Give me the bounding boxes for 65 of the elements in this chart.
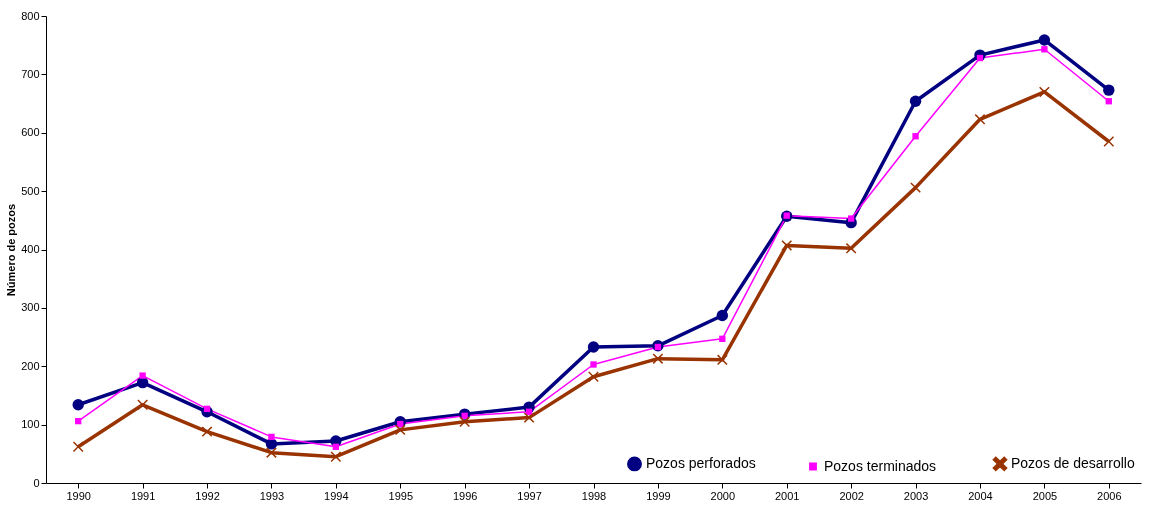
- point: [910, 182, 921, 193]
- point: [1041, 46, 1048, 53]
- point: [909, 95, 922, 107]
- point: [266, 447, 277, 458]
- legend-label: Pozos perforados: [646, 454, 756, 471]
- point: [590, 361, 597, 368]
- x-tick-label: 1993: [259, 489, 285, 502]
- point: [203, 405, 211, 413]
- y-tick-label: 400: [21, 243, 40, 255]
- point: [1105, 98, 1112, 105]
- point: [912, 133, 919, 140]
- x-tick-label: 2001: [774, 489, 800, 502]
- y-tick-label: 100: [21, 418, 40, 431]
- point: [974, 114, 986, 125]
- point: [847, 215, 855, 222]
- x-tick-label: 2003: [903, 489, 929, 502]
- x-tick-label: 2005: [1032, 489, 1058, 502]
- point: [587, 341, 600, 353]
- x-tick-label: 2000: [710, 489, 736, 502]
- x-tick-label: 2006: [1097, 489, 1122, 502]
- point: [137, 399, 148, 411]
- y-tick-label: 800: [21, 9, 40, 22]
- x-tick-label: 1996: [452, 489, 478, 502]
- y-tick-label: 300: [21, 301, 40, 314]
- point: [719, 335, 726, 342]
- x-tick-label: 2004: [968, 489, 993, 502]
- point: [652, 353, 664, 364]
- x-tick-label: 1999: [646, 489, 671, 502]
- point: [588, 371, 599, 382]
- y-tick-label: 0: [33, 476, 40, 489]
- point: [845, 243, 857, 254]
- x-tick-label: 1992: [195, 489, 220, 502]
- x-tick-label: 1994: [324, 489, 349, 502]
- point: [1103, 84, 1115, 96]
- point: [201, 426, 213, 437]
- point: [395, 424, 406, 436]
- point: [1038, 34, 1051, 46]
- legend-label: Pozos de desarrollo: [1011, 454, 1135, 471]
- y-tick-label: 700: [21, 67, 40, 80]
- x-tick-label: 1990: [66, 489, 91, 502]
- point: [139, 372, 146, 379]
- point: [459, 416, 470, 427]
- point: [781, 240, 792, 251]
- point: [72, 441, 84, 453]
- y-tick-label: 500: [21, 184, 40, 197]
- x-tick-label: 1997: [517, 489, 542, 502]
- point: [976, 54, 984, 62]
- point: [523, 412, 535, 423]
- x-tick-label: 1991: [130, 489, 156, 502]
- x-tick-label: 1998: [581, 489, 607, 502]
- point: [332, 443, 340, 450]
- point: [268, 433, 275, 441]
- y-tick-label: 600: [21, 126, 40, 139]
- x-tick-label: 1995: [388, 489, 414, 502]
- point: [75, 417, 82, 425]
- point: [1039, 86, 1050, 98]
- y-axis-title: Número de pozos: [5, 203, 18, 297]
- x-tick-label: 2002: [839, 489, 864, 502]
- point: [716, 309, 729, 322]
- legend-label: Pozos terminados: [824, 457, 937, 474]
- point: [330, 451, 342, 462]
- point: [1103, 136, 1115, 147]
- point: [717, 354, 728, 366]
- y-tick-label: 200: [21, 359, 40, 372]
- point: [72, 399, 84, 411]
